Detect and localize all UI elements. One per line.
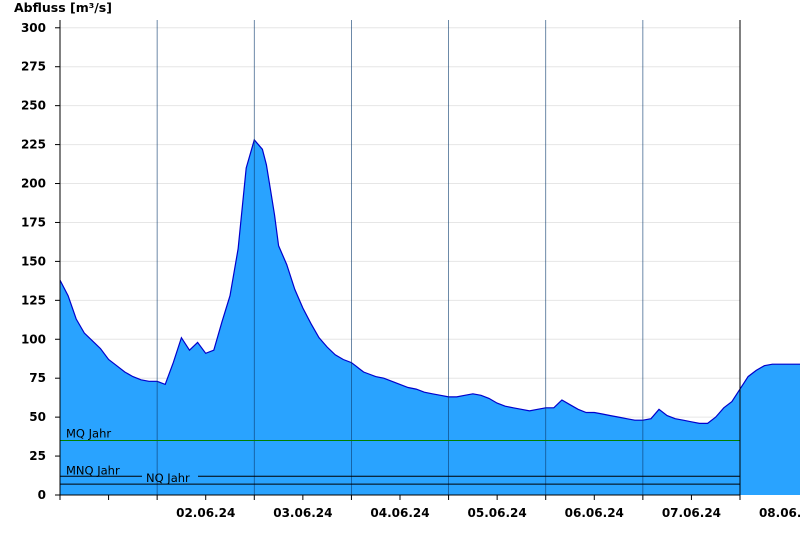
discharge-line [59, 138, 800, 424]
discharge-area-layer [59, 138, 800, 495]
x-tick-label: 06.06.24 [565, 506, 624, 520]
y-tick-label: 0 [38, 488, 46, 502]
y-tick-label: 75 [29, 371, 46, 385]
x-tick-labels: 02.06.24 03.06.24 04.06.24 05.06.24 06.06.24… [59, 495, 800, 520]
y-tick-label: 150 [21, 254, 46, 268]
day-divider-lines [156, 20, 644, 495]
y-tick-labels: 0 25 50 75 100 125 150 175 200 225 250 275 300 [21, 21, 60, 502]
y-tick-label: 200 [21, 177, 46, 191]
y-tick-label: 250 [21, 99, 46, 113]
x-tick-label: 07.06.24 [662, 506, 721, 520]
y-tick-label: 25 [29, 449, 46, 463]
x-tick-label: 05.06.24 [468, 506, 527, 520]
nq-label: NQ Jahr [146, 471, 190, 485]
y-axis-title: Abfluss [m³/s] [14, 0, 112, 15]
x-tick-label: 02.06.24 [176, 506, 235, 520]
reference-lines: MQ Jahr MNQ Jahr NQ Jahr [60, 426, 740, 485]
mq-label: MQ Jahr [66, 426, 111, 440]
x-tick-label: 03.06.24 [273, 506, 332, 520]
y-tick-label: 50 [29, 410, 46, 424]
y-tick-label: 300 [21, 21, 46, 35]
y-tick-label: 225 [21, 138, 46, 152]
y-tick-label: 275 [21, 60, 46, 74]
mnq-label: MNQ Jahr [66, 463, 120, 477]
y-tick-label: 125 [21, 293, 46, 307]
x-tick-label: 04.06.24 [370, 506, 429, 520]
y-tick-label: 100 [21, 332, 46, 346]
x-tick-label: 08.06.24 [759, 506, 800, 520]
discharge-area [60, 139, 800, 495]
axes [57, 20, 741, 500]
y-tick-label: 175 [21, 215, 46, 229]
